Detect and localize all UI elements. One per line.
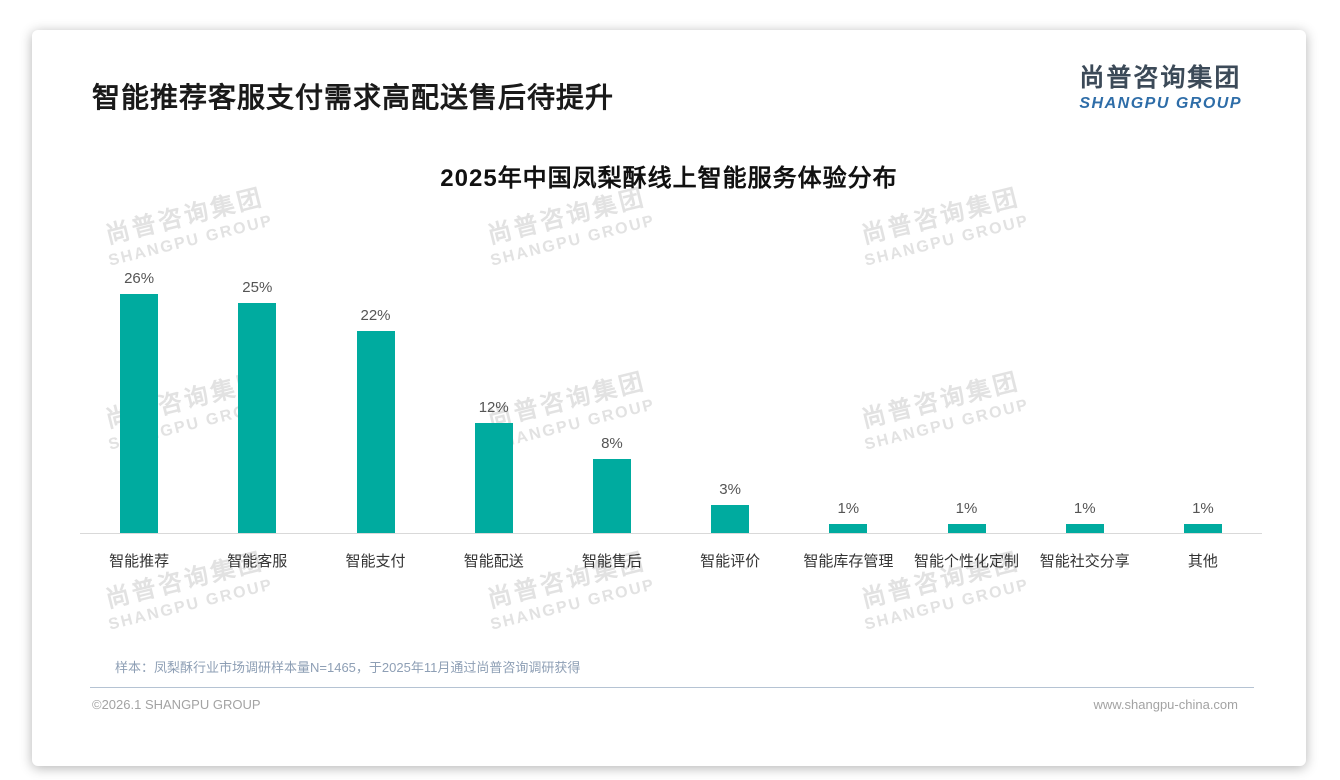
watermark-english-text: SHANGPU GROUP — [488, 576, 658, 634]
x-axis-label: 其他 — [1187, 553, 1218, 570]
bar-group: 26% — [80, 270, 198, 533]
website-url: www.shangpu-china.com — [1093, 697, 1238, 712]
bar — [474, 422, 513, 533]
x-axis-label: 智能库存管理 — [803, 553, 894, 570]
x-axis-label: 智能个性化定制 — [914, 553, 1020, 570]
bar — [356, 330, 395, 533]
bar-group: 3% — [671, 481, 789, 533]
bar — [1065, 523, 1104, 533]
bar — [592, 459, 631, 533]
sample-footnote: 样本：凤梨酥行业市场调研样本量N=1465，于2025年11月通过尚普咨询调研获… — [115, 660, 581, 675]
bar-value-label: 1% — [837, 499, 860, 517]
x-axis-label: 智能推荐 — [109, 553, 170, 570]
bar-value-label: 1% — [1073, 499, 1096, 517]
plot-area: 26% 25% 22% 12% 8% 3% 1% 1% 1% 1% — [80, 253, 1262, 534]
watermark-english-text: SHANGPU GROUP — [862, 576, 1032, 634]
bar-value-label: 1% — [955, 499, 978, 517]
bar — [120, 293, 159, 533]
bar-value-label: 1% — [1192, 499, 1214, 517]
bar — [947, 523, 986, 533]
bar-group: 1% — [1026, 500, 1144, 533]
bar — [711, 505, 750, 533]
bar-value-label: 3% — [719, 481, 741, 499]
bar-value-label: 12% — [478, 398, 509, 416]
bar-value-label: 22% — [360, 306, 391, 324]
page-title: 智能推荐客服支付需求高配送售后待提升 — [92, 82, 615, 113]
chart-title: 2025年中国凤梨酥线上智能服务体验分布 — [440, 165, 898, 192]
header: 智能推荐客服支付需求高配送售后待提升 尚普咨询集团 SHANGPU GROUP — [32, 30, 1306, 116]
bar-value-label: 26% — [124, 269, 155, 287]
footer: ©2026.1 SHANGPU GROUP www.shangpu-china.… — [32, 688, 1306, 712]
copyright-text: ©2026.1 SHANGPU GROUP — [92, 697, 261, 712]
bar-group: 12% — [435, 399, 553, 533]
bar-group: 25% — [198, 279, 316, 533]
logo-english-text: SHANGPU GROUP — [1079, 95, 1242, 112]
x-axis-labels: 智能推荐 智能客服 智能支付 智能配送 智能售后 智能评价 智能库存管理 智能个性化定制 智能社… — [80, 534, 1262, 571]
report-card: 尚普咨询集团 SHANGPU GROUP 尚普咨询集团 SHANGPU GROUP 尚普… — [32, 30, 1306, 766]
bar — [238, 303, 277, 533]
logo-chinese-text: 尚普咨询集团 — [1079, 64, 1242, 92]
bar-group: 1% — [907, 500, 1025, 533]
bar — [829, 523, 868, 533]
watermark-english-text: SHANGPU GROUP — [106, 576, 276, 634]
bar-group: 1% — [1144, 500, 1262, 533]
x-axis-label: 智能社交分享 — [1039, 553, 1130, 570]
x-axis-label: 智能支付 — [345, 553, 406, 570]
x-axis-label: 智能客服 — [227, 553, 288, 570]
bar-group: 1% — [789, 500, 907, 533]
footer-divider — [90, 687, 1254, 688]
company-logo: 尚普咨询集团 SHANGPU GROUP — [1079, 58, 1242, 113]
bar — [1183, 523, 1222, 533]
x-axis-label: 智能配送 — [463, 553, 524, 570]
x-axis-label: 智能售后 — [581, 553, 642, 570]
x-axis-label: 智能评价 — [700, 553, 761, 570]
bar-group: 8% — [553, 435, 671, 533]
bar-value-label: 25% — [242, 279, 273, 296]
bar-group: 22% — [316, 307, 434, 533]
bar-value-label: 8% — [601, 435, 623, 453]
